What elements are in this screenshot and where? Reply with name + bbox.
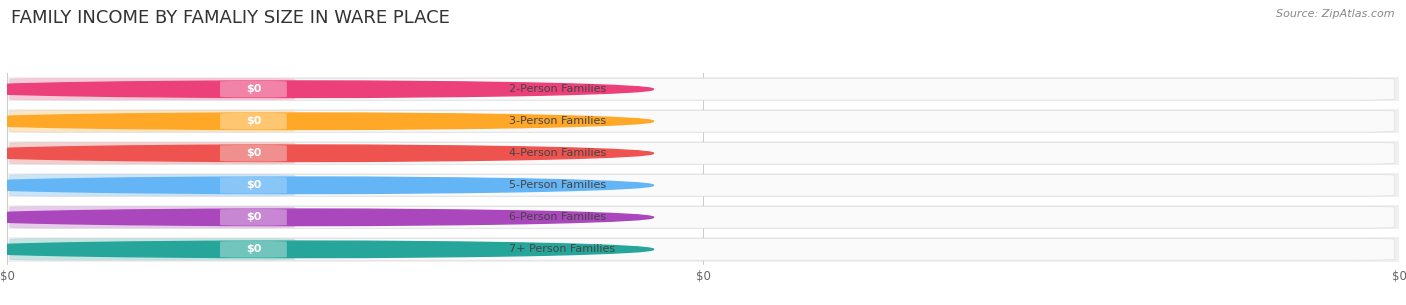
FancyBboxPatch shape: [219, 81, 287, 98]
FancyBboxPatch shape: [10, 78, 1395, 100]
FancyBboxPatch shape: [201, 145, 516, 162]
Text: $0: $0: [246, 148, 262, 158]
FancyBboxPatch shape: [10, 206, 1395, 228]
FancyBboxPatch shape: [201, 241, 516, 258]
Text: $0: $0: [246, 212, 262, 222]
FancyBboxPatch shape: [201, 81, 516, 98]
Text: 5-Person Families: 5-Person Families: [509, 180, 606, 190]
Text: Source: ZipAtlas.com: Source: ZipAtlas.com: [1277, 9, 1395, 19]
Text: $0: $0: [246, 84, 262, 94]
Bar: [7, 77, 1399, 101]
Text: 7+ Person Families: 7+ Person Families: [509, 244, 614, 254]
Circle shape: [0, 113, 654, 130]
FancyBboxPatch shape: [201, 113, 516, 130]
FancyBboxPatch shape: [10, 110, 295, 132]
FancyBboxPatch shape: [10, 174, 1395, 196]
FancyBboxPatch shape: [10, 239, 295, 260]
FancyBboxPatch shape: [201, 209, 516, 226]
Circle shape: [0, 177, 654, 194]
Bar: [7, 173, 1399, 197]
FancyBboxPatch shape: [10, 239, 1395, 260]
Text: 3-Person Families: 3-Person Families: [509, 116, 606, 126]
Text: FAMILY INCOME BY FAMALIY SIZE IN WARE PLACE: FAMILY INCOME BY FAMALIY SIZE IN WARE PL…: [11, 9, 450, 27]
FancyBboxPatch shape: [10, 174, 295, 196]
Bar: [7, 237, 1399, 261]
Circle shape: [0, 81, 654, 98]
Text: 4-Person Families: 4-Person Families: [509, 148, 606, 158]
Text: $0: $0: [246, 116, 262, 126]
FancyBboxPatch shape: [10, 206, 295, 228]
Circle shape: [0, 145, 654, 162]
Text: $0: $0: [246, 180, 262, 190]
FancyBboxPatch shape: [219, 241, 287, 258]
Text: $0: $0: [246, 244, 262, 254]
FancyBboxPatch shape: [219, 145, 287, 162]
Circle shape: [0, 241, 654, 258]
FancyBboxPatch shape: [219, 177, 287, 194]
Bar: [7, 141, 1399, 165]
FancyBboxPatch shape: [10, 78, 295, 100]
Text: 6-Person Families: 6-Person Families: [509, 212, 606, 222]
FancyBboxPatch shape: [219, 209, 287, 226]
Bar: [7, 205, 1399, 229]
FancyBboxPatch shape: [10, 142, 295, 164]
FancyBboxPatch shape: [10, 142, 1395, 164]
FancyBboxPatch shape: [10, 110, 1395, 132]
FancyBboxPatch shape: [219, 113, 287, 130]
Bar: [7, 109, 1399, 133]
Circle shape: [0, 209, 654, 226]
FancyBboxPatch shape: [201, 177, 516, 194]
Text: 2-Person Families: 2-Person Families: [509, 84, 606, 94]
